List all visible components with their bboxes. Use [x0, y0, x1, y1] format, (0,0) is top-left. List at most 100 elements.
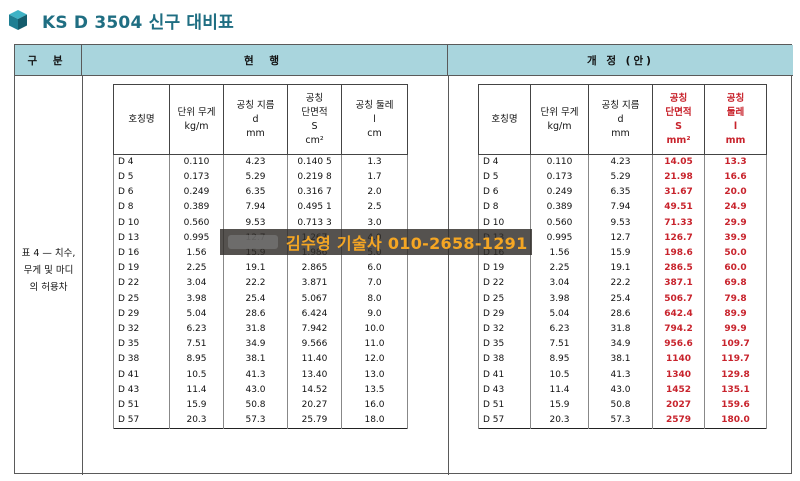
value-cell: 50.0: [704, 245, 767, 262]
value-cell: 109.7: [704, 337, 767, 353]
value-cell: 43.0: [223, 382, 288, 398]
table-row: D 29 5.04 28.6 6.424 9.0: [113, 306, 408, 322]
value-cell: 13.5: [341, 382, 408, 398]
value-cell: 20.3: [169, 413, 224, 429]
value-cell: 10.5: [169, 367, 224, 383]
value-cell: 956.6: [652, 337, 705, 353]
value-cell: 1.56: [169, 245, 224, 262]
value-cell: 10.0: [341, 321, 408, 338]
column-header-line: mm²: [666, 134, 691, 146]
column-header: 공칭 둘레 l mm: [704, 84, 767, 155]
value-cell: 25.4: [588, 291, 653, 307]
table-row: D 35 7.51 34.9 956.6 109.7: [478, 337, 767, 353]
value-cell: 20.27: [287, 397, 342, 413]
row-name-cell: D 32: [478, 321, 531, 338]
value-cell: 2.25: [169, 261, 224, 277]
table-row: D 51 15.9 50.8 20.27 16.0: [113, 397, 408, 413]
value-cell: 71.33: [652, 215, 705, 231]
table-row: D 38 8.95 38.1 1140 119.7: [478, 352, 767, 368]
value-cell: 28.6: [588, 306, 653, 322]
value-cell: 11.40: [287, 352, 342, 368]
value-cell: 0.173: [530, 170, 589, 186]
row-name-cell: D 25: [478, 291, 531, 307]
value-cell: 50.8: [588, 397, 653, 413]
value-cell: 41.3: [223, 367, 288, 383]
row-name-cell: D 38: [113, 352, 170, 368]
value-cell: 119.7: [704, 352, 767, 368]
watermark-blur: [228, 235, 278, 249]
table-row: D 4 0.110 4.23 14.05 13.3: [478, 154, 767, 170]
value-cell: 126.7: [652, 230, 705, 246]
value-cell: 6.35: [588, 185, 653, 201]
page-title: KS D 3504 신구 대비표: [42, 12, 234, 33]
value-cell: 15.9: [530, 397, 589, 413]
value-cell: 6.35: [223, 185, 288, 201]
value-cell: 24.9: [704, 200, 767, 216]
value-cell: 0.219 8: [287, 170, 342, 186]
table-row: D 4 0.110 4.23 0.140 5 1.3: [113, 154, 408, 170]
row-name-cell: D 43: [113, 382, 170, 398]
value-cell: 0.249: [530, 185, 589, 201]
table-row: D 43 11.4 43.0 14.52 13.5: [113, 382, 408, 398]
table-row: D 41 10.5 41.3 1340 129.8: [478, 367, 767, 383]
table-row: D 8 0.389 7.94 0.495 1 2.5: [113, 200, 408, 216]
column-header: 공칭 둘레 l cm: [341, 84, 408, 155]
column-header-line: S: [675, 120, 682, 132]
value-cell: 15.9: [169, 397, 224, 413]
value-cell: 0.389: [530, 200, 589, 216]
row-name-cell: D 4: [113, 154, 170, 170]
table-row: D 41 10.5 41.3 13.40 13.0: [113, 367, 408, 383]
value-cell: 9.0: [341, 306, 408, 322]
value-cell: 38.1: [223, 352, 288, 368]
row-name-cell: D 10: [113, 215, 170, 231]
value-cell: 29.9: [704, 215, 767, 231]
column-header-line: 호칭명: [128, 113, 155, 125]
value-cell: 0.995: [530, 230, 589, 246]
value-cell: 1340: [652, 367, 705, 383]
row-name-cell: D 5: [478, 170, 531, 186]
column-header-line: mm: [725, 134, 746, 146]
column-header-line: cm²: [305, 134, 324, 146]
row-name-cell: D 8: [113, 200, 170, 216]
value-cell: 11.0: [341, 337, 408, 353]
column-divider: [448, 75, 449, 475]
table-row: D 10 0.560 9.53 71.33 29.9: [478, 215, 767, 231]
row-name-cell: D 29: [478, 306, 531, 322]
table-row: D 38 8.95 38.1 11.40 12.0: [113, 352, 408, 368]
column-header-line: d: [252, 113, 259, 125]
value-cell: 1452: [652, 382, 705, 398]
value-cell: 286.5: [652, 261, 705, 277]
table-row: D 22 3.04 22.2 3.871 7.0: [113, 276, 408, 292]
table-row: D 25 3.98 25.4 5.067 8.0: [113, 291, 408, 307]
value-cell: 5.29: [223, 170, 288, 186]
value-cell: 60.0: [704, 261, 767, 277]
value-cell: 1.3: [341, 154, 408, 170]
value-cell: 0.249: [169, 185, 224, 201]
row-name-cell: D 51: [113, 397, 170, 413]
value-cell: 15.9: [588, 245, 653, 262]
value-cell: 21.98: [652, 170, 705, 186]
column-header-line: mm: [611, 127, 630, 139]
table-row: D 6 0.249 6.35 31.67 20.0: [478, 185, 767, 201]
value-cell: 1.7: [341, 170, 408, 186]
table-row: D 32 6.23 31.8 794.2 99.9: [478, 321, 767, 338]
header-gubun: 구 분: [15, 45, 82, 75]
row-name-cell: D 19: [113, 261, 170, 277]
value-cell: 34.9: [588, 337, 653, 353]
value-cell: 13.3: [704, 154, 767, 170]
value-cell: 0.495 1: [287, 200, 342, 216]
table-row: D 19 2.25 19.1 286.5 60.0: [478, 261, 767, 277]
value-cell: 31.8: [588, 321, 653, 338]
column-header-line: 호칭명: [491, 113, 518, 125]
value-cell: 7.0: [341, 276, 408, 292]
value-cell: 0.173: [169, 170, 224, 186]
value-cell: 41.3: [588, 367, 653, 383]
value-cell: 6.23: [169, 321, 224, 338]
value-cell: 6.424: [287, 306, 342, 322]
row-name-cell: D 57: [478, 413, 531, 429]
value-cell: 387.1: [652, 276, 705, 292]
row-name-cell: D 32: [113, 321, 170, 338]
column-header: 호칭명: [478, 84, 531, 155]
